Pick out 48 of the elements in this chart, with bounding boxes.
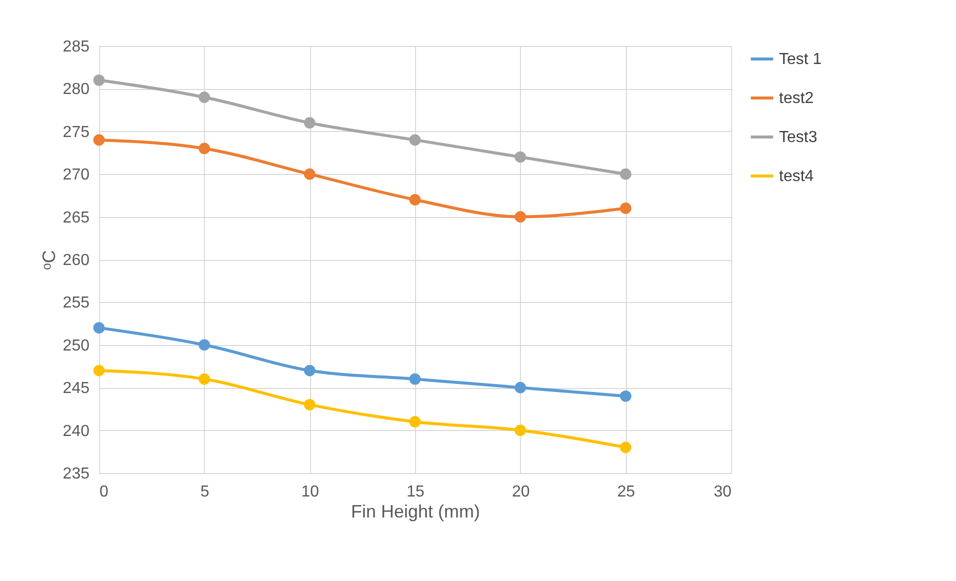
point [409, 373, 421, 385]
legend-label: Test 1 [779, 51, 822, 68]
point [514, 151, 526, 163]
y-tick-label: 275 [62, 124, 90, 141]
point [93, 322, 105, 334]
point [620, 168, 632, 180]
point [409, 134, 421, 146]
point [409, 416, 421, 428]
point [93, 74, 105, 86]
legend-label: test2 [779, 90, 814, 107]
point [93, 134, 105, 146]
legend-label: test4 [779, 168, 814, 185]
x-axis-title: Fin Height (mm) [350, 502, 480, 522]
x-tick-label: 0 [100, 484, 108, 500]
x-tick-label: 20 [512, 484, 530, 500]
x-tick-label: 30 [714, 484, 732, 500]
y-tick-label: 245 [62, 380, 90, 398]
y-tick-label: 285 [62, 38, 90, 56]
point [304, 168, 316, 180]
point [620, 442, 632, 454]
point [620, 390, 632, 402]
point [514, 211, 526, 222]
y-tick-label: 235 [62, 466, 90, 482]
x-tick-label: 5 [200, 484, 210, 500]
point [198, 142, 210, 154]
point [198, 373, 210, 385]
point [198, 92, 210, 103]
x-tick-label: 15 [406, 484, 424, 500]
y-tick-label: 280 [62, 81, 90, 98]
point [514, 424, 526, 436]
point [514, 382, 526, 394]
point [304, 364, 316, 376]
point [198, 339, 210, 351]
legend-label: Test3 [779, 129, 818, 146]
point [620, 202, 632, 214]
y-tick-label: 270 [62, 166, 90, 184]
point [304, 398, 316, 410]
y-tick-label: 240 [62, 422, 90, 440]
y-axis-title: ᵒC [38, 250, 59, 270]
x-tick-label: 10 [301, 484, 320, 500]
y-tick-label: 250 [62, 337, 90, 354]
y-tick-label: 260 [62, 252, 90, 269]
point [409, 194, 421, 206]
y-tick-label: 255 [62, 294, 90, 312]
x-tick-label: 25 [617, 484, 636, 500]
y-tick-label: 265 [62, 209, 90, 226]
point [304, 117, 316, 129]
point [93, 364, 105, 376]
